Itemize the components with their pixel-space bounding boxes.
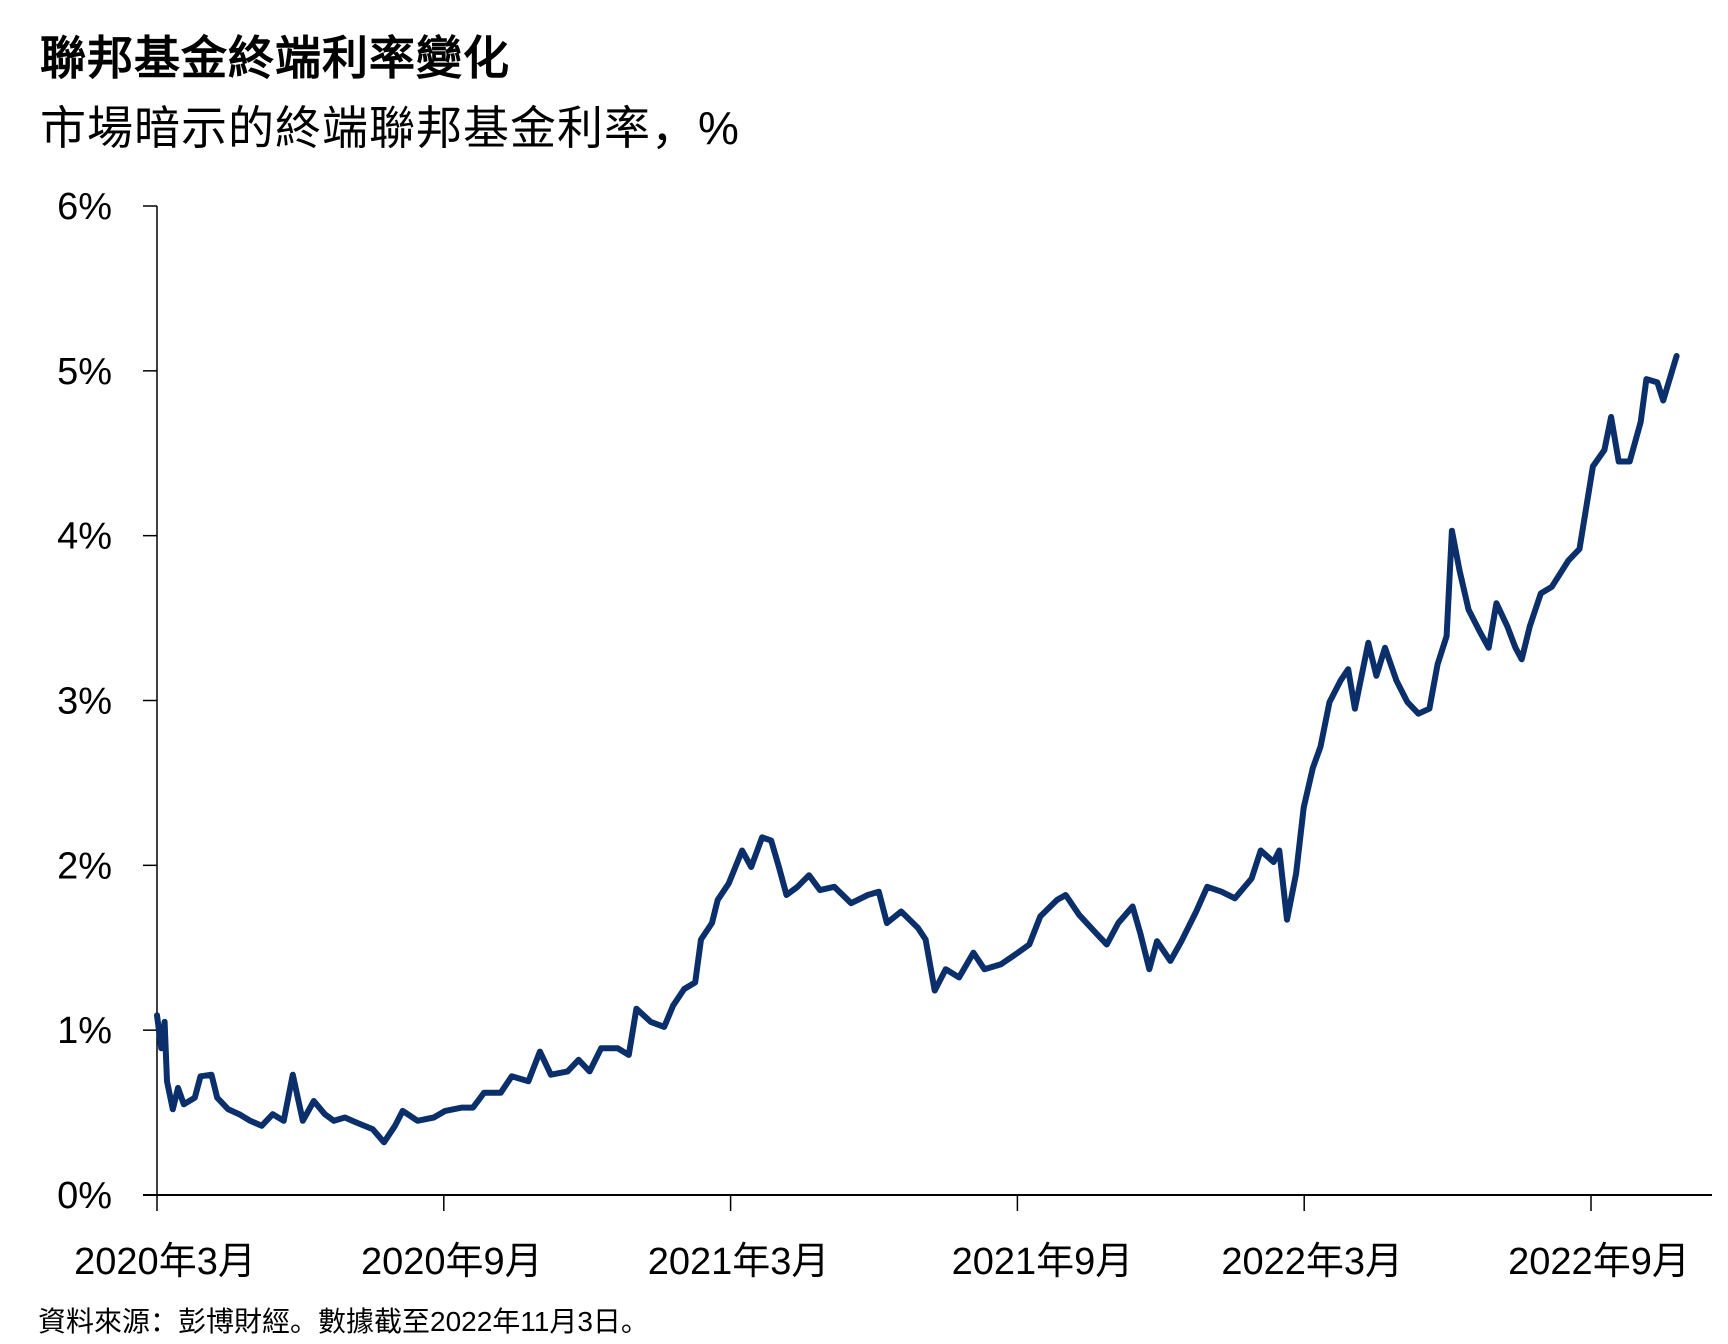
- source-note: 資料來源：彭博財經。數據截至2022年11月3日。: [38, 1306, 649, 1337]
- series-line: [154, 353, 1680, 1146]
- plot-area: [154, 353, 1680, 1146]
- x-tick-label: 2022年3月: [1221, 1241, 1403, 1283]
- x-tick-label: 2021年3月: [648, 1241, 830, 1283]
- y-tick-label: 6%: [57, 186, 112, 228]
- axes: [143, 205, 1712, 1211]
- y-tick-label: 4%: [57, 516, 112, 558]
- y-tick-label: 1%: [57, 1010, 112, 1052]
- y-tick-label: 2%: [57, 845, 112, 887]
- x-tick-label: 2022年9月: [1508, 1241, 1690, 1283]
- x-tick-label: 2020年3月: [74, 1241, 256, 1283]
- y-tick-label: 0%: [57, 1175, 112, 1217]
- chart-title: 聯邦基金終端利率變化: [40, 32, 510, 84]
- tick-labels: 0% 1% 2% 3% 4% 5% 6% 2020年3月 2020年9月 2021年3月 2021年…: [57, 186, 1690, 1283]
- x-tick-label: 2020年9月: [361, 1241, 543, 1283]
- y-tick-label: 3%: [57, 681, 112, 723]
- x-tick-label: 2021年9月: [952, 1241, 1134, 1283]
- y-tick-label: 5%: [57, 351, 112, 393]
- chart-subtitle: 市場暗示的終端聯邦基金利率，%: [40, 102, 740, 154]
